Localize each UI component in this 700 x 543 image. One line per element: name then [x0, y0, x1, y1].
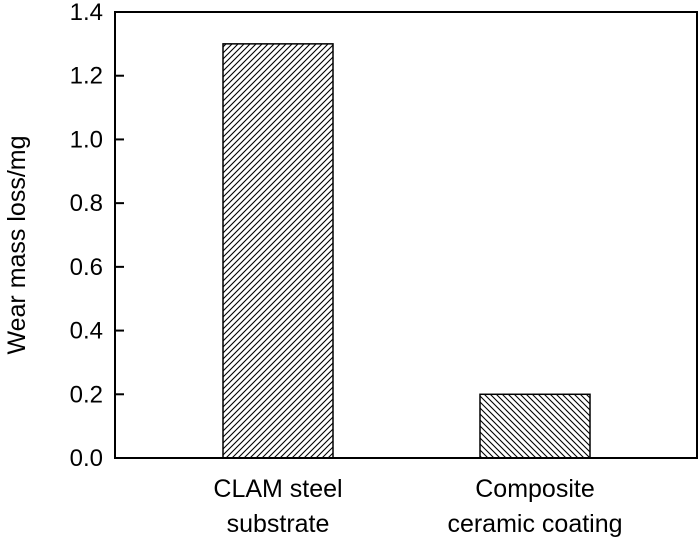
y-tick-label: 0.2	[70, 381, 103, 408]
plot-frame	[114, 11, 698, 459]
y-tick-label: 0.6	[70, 254, 103, 281]
x-category-label: CLAM steel	[213, 475, 342, 503]
bar-1	[222, 43, 334, 459]
y-axis-ticks: 0.0 0.2 0.4 0.6 0.8 1.0 1.2 1.4	[70, 0, 124, 472]
x-category-label: Composite	[475, 475, 595, 503]
y-tick-label: 1.4	[70, 0, 103, 26]
y-axis-title: Wear mass loss/mg	[3, 135, 31, 354]
y-tick-label: 1.0	[70, 126, 103, 153]
bar-2	[479, 393, 591, 459]
y-tick-label: 0.0	[70, 445, 103, 472]
x-category-label: ceramic coating	[447, 510, 622, 538]
y-tick-label: 0.8	[70, 190, 103, 217]
x-axis-labels: CLAM steel substrate Composite ceramic coat…	[213, 475, 622, 538]
x-category-label: substrate	[227, 510, 330, 538]
y-tick-label: 0.4	[70, 318, 103, 345]
bars-group	[222, 43, 591, 459]
y-tick-label: 1.2	[70, 63, 103, 90]
